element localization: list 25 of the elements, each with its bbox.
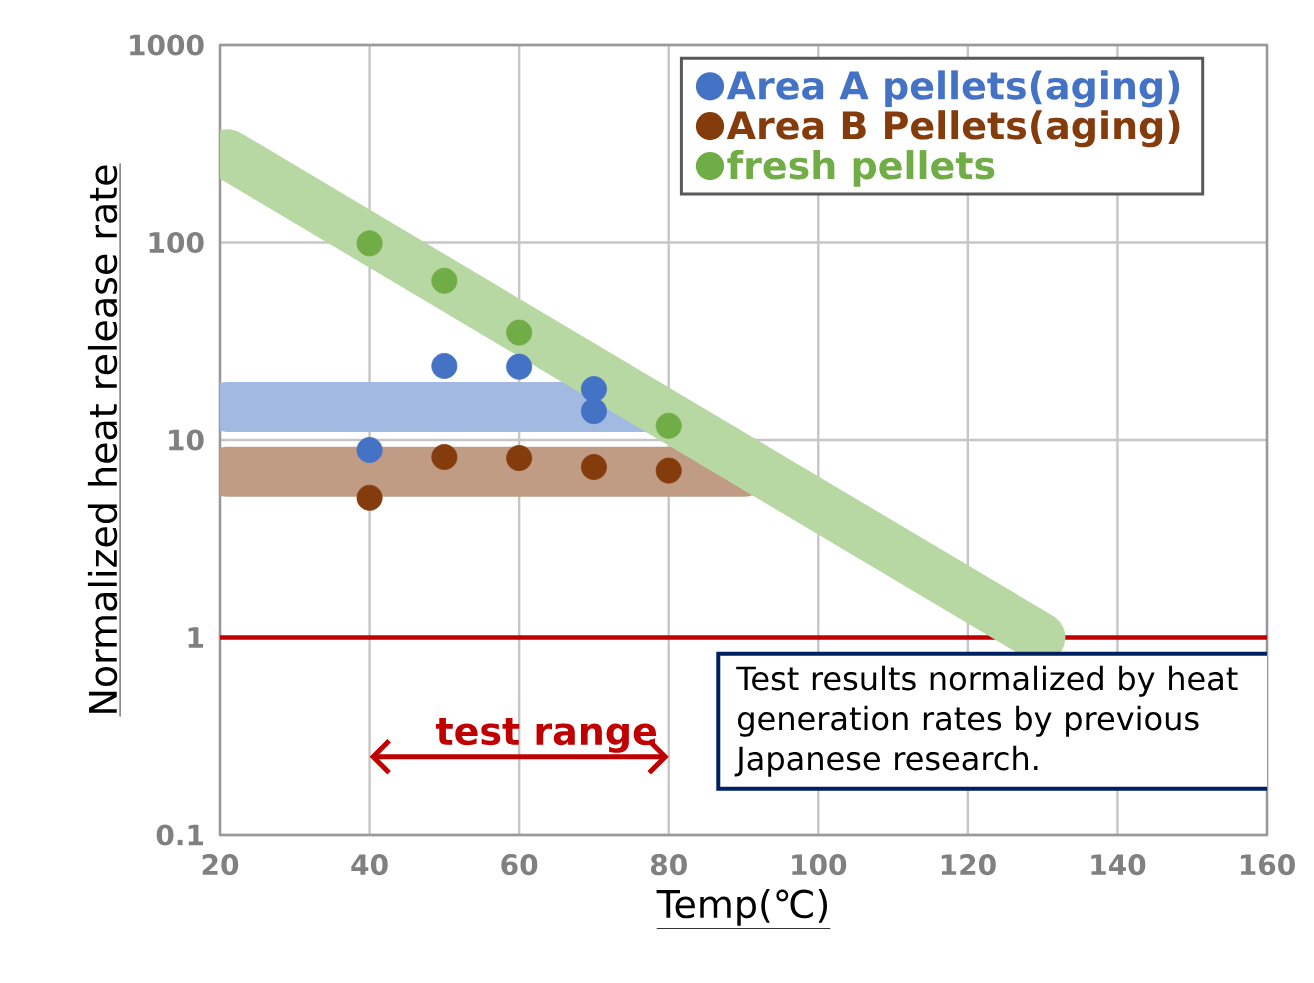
annotation: test range xyxy=(435,718,656,753)
point xyxy=(506,319,533,346)
legend-label: Area A pellets(aging) xyxy=(726,70,1180,108)
y-axis-title: Normalized heat release rate xyxy=(87,165,118,713)
legend-label: Area B Pellets(aging) xyxy=(726,110,1180,148)
x-tick-label: 40 xyxy=(351,854,388,876)
x-axis-title: Temp(℃) xyxy=(656,888,828,926)
x-tick-label: 100 xyxy=(792,854,847,876)
y-tick-label: 1 xyxy=(188,627,204,648)
x-tick-label: 160 xyxy=(1240,854,1295,876)
y-tick-label: 0.1 xyxy=(156,824,204,846)
legend-label: fresh pellets xyxy=(727,150,995,187)
annotation: Test results normalized by heat generation rates by previous Japanese research. xyxy=(734,665,1238,777)
x-tick-label: 120 xyxy=(941,854,996,876)
y-tick-label: 100 xyxy=(149,231,204,254)
x-tick-label: 140 xyxy=(1091,854,1146,876)
point xyxy=(356,230,383,257)
x-tick-label: 80 xyxy=(650,854,687,876)
point xyxy=(431,267,458,294)
y-tick-label: 10 xyxy=(169,429,204,451)
point xyxy=(431,352,458,379)
x-tick-label: 60 xyxy=(501,854,538,876)
y-tick-label: 1000 xyxy=(130,34,204,56)
point xyxy=(506,353,533,380)
x-tick-label: 20 xyxy=(202,854,239,876)
